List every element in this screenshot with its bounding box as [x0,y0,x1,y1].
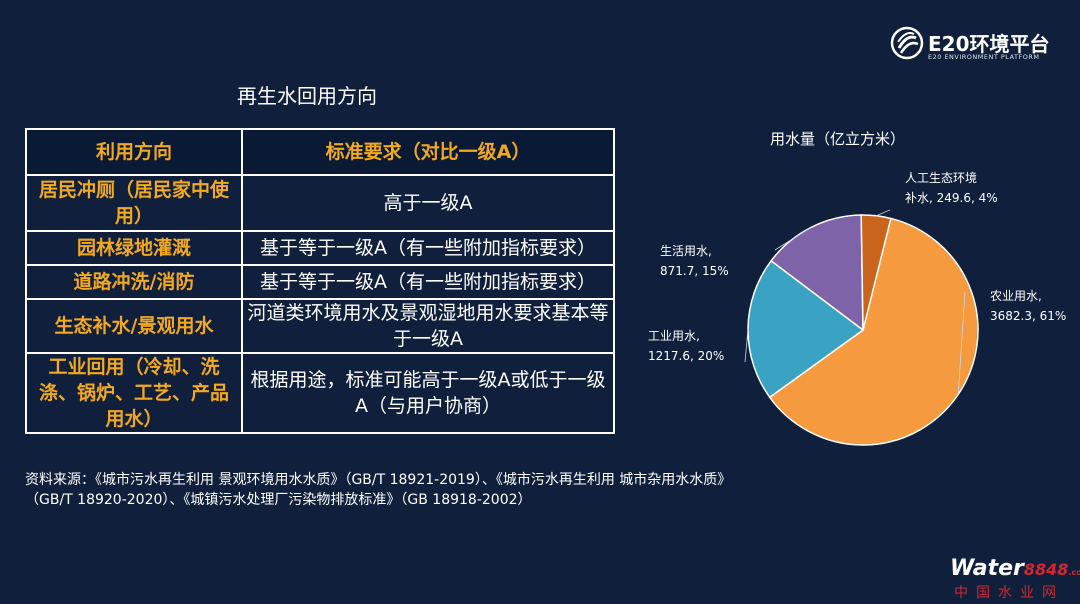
pie-slice-3 [860,214,892,331]
leader-line-3 [876,209,891,217]
source-note: 资料来源：《城市污水再生利用 景观环境用水水质》（GB/T 18921-2019… [25,472,732,508]
leader-line-0 [957,291,966,395]
e20-swirl-logo-icon [890,26,924,60]
reuse-direction-table: 利用方向 标准要求（对比一级A） 居民冲厕（居民家中使用） 高于一级A 园林绿地… [25,128,615,434]
pie-slices [747,214,979,446]
watermark-brand-text: Water [950,556,1024,581]
logo-subtitle: E20 ENVIRONMENT PLATFORM [928,53,1040,61]
row-standard: 河道类环境用水及景观湿地用水要求基本等于一级A [241,298,615,354]
pie-label-name-2: 生活用水, [660,244,712,258]
watermark-domain: .com [1068,568,1080,577]
pie-label-name-3: 人工生态环境 [905,170,977,185]
row-standard: 基于等于一级A（有一些附加指标要求） [241,230,615,266]
header-standard: 标准要求（对比一级A） [241,128,615,176]
e20-logo: E20环境平台 E20 ENVIRONMENT PLATFORM [890,24,1060,68]
leader-line-1 [744,328,749,363]
leader-line-2 [774,227,812,251]
table-row: 道路冲洗/消防 基于等于一级A（有一些附加指标要求） [25,264,615,300]
row-standard: 根据用途，标准可能高于一级A或低于一级A（与用户协商） [241,352,615,434]
watermark-number: 8848 [1023,560,1069,579]
water8848-watermark: Water8848.com 中国水业网 [950,556,1080,601]
pie-label-value-1: 1217.6, 20% [648,349,724,363]
row-standard: 基于等于一级A（有一些附加指标要求） [241,264,615,300]
table-title: 再生水回用方向 [237,84,377,108]
table-row: 园林绿地灌溉 基于等于一级A（有一些附加指标要求） [25,230,615,266]
table-header-row: 利用方向 标准要求（对比一级A） [25,128,615,176]
row-use: 工业回用（冷却、洗涤、锅炉、工艺、产品用水） [25,352,243,434]
row-use: 园林绿地灌溉 [25,230,243,266]
watermark-brand: Water8848.com [950,556,1080,581]
row-use: 居民冲厕（居民家中使用） [25,174,243,232]
water-use-pie-chart: 用水量（亿立方米） 农业用水, 3682.3, 61% 工业用水, 1217.6, 2… [648,130,1066,446]
row-standard: 高于一级A [241,174,615,232]
table-row: 工业回用（冷却、洗涤、锅炉、工艺、产品用水） 根据用途，标准可能高于一级A或低于… [25,352,615,434]
pie-label-value-0: 3682.3, 61% [990,309,1066,323]
pie-label-value-3: 补水, 249.6, 4% [905,191,998,205]
pie-leader-lines [744,209,966,395]
header-use: 利用方向 [25,128,243,176]
table-row: 居民冲厕（居民家中使用） 高于一级A [25,174,615,232]
pie-label-value-2: 871.7, 15% [660,264,729,278]
watermark-cn: 中国水业网 [954,585,1064,601]
chart-title: 用水量（亿立方米） [770,130,905,148]
logo-text: E20环境平台 [928,32,1050,56]
pie-label-name-1: 工业用水, [648,329,700,343]
table-row: 生态补水/景观用水 河道类环境用水及景观湿地用水要求基本等于一级A [25,298,615,354]
pie-label-name-0: 农业用水, [990,289,1042,303]
row-use: 生态补水/景观用水 [25,298,243,354]
pie-labels: 农业用水, 3682.3, 61% 工业用水, 1217.6, 20% 生活用水, 871… [648,170,1066,363]
row-use: 道路冲洗/消防 [25,264,243,300]
pie-slice-1 [747,259,865,399]
